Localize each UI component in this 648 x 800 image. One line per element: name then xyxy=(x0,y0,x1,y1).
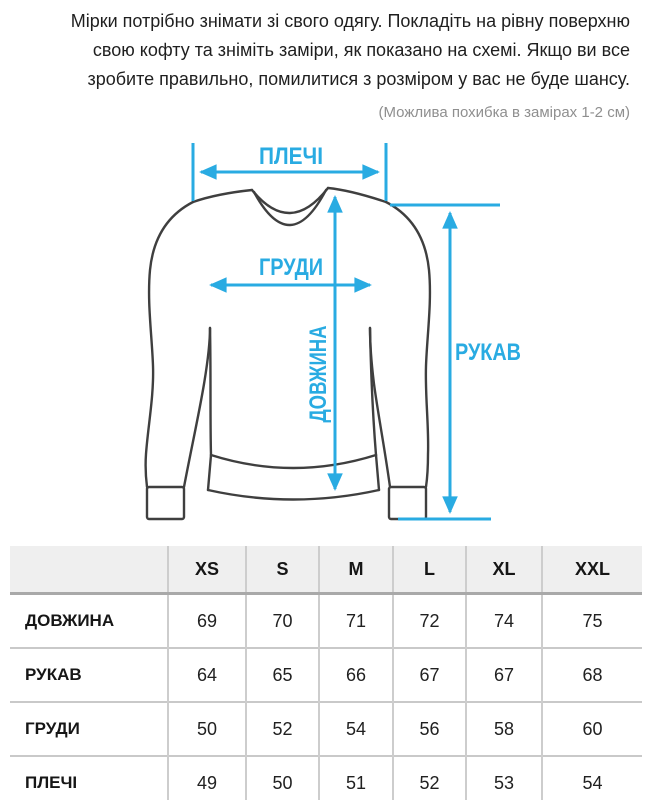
column-header-xl: XL xyxy=(465,546,542,595)
table-row: ПЛЕЧІ 49 50 51 52 53 54 xyxy=(10,756,642,800)
left-shoulder-seam xyxy=(191,188,254,204)
size-cell: 75 xyxy=(541,593,642,648)
size-cell: 54 xyxy=(541,756,642,800)
size-cell: 74 xyxy=(465,593,542,648)
size-cell: 67 xyxy=(465,648,542,702)
waistband-sides xyxy=(206,453,381,492)
size-cell: 50 xyxy=(167,702,246,756)
size-cell: 56 xyxy=(392,702,466,756)
shoulders-label: ПЛЕЧІ xyxy=(259,143,323,170)
size-cell: 49 xyxy=(167,756,246,800)
row-label: ГРУДИ xyxy=(25,719,80,738)
row-label: ПЛЕЧІ xyxy=(25,773,78,792)
intro-line-3: зробите правильно, помилитися з розміром… xyxy=(87,69,630,89)
right-cuff xyxy=(387,485,428,521)
size-cell: 51 xyxy=(318,756,393,800)
size-cell: 54 xyxy=(318,702,393,756)
left-body-side xyxy=(208,326,213,457)
measurement-arrows xyxy=(191,143,500,521)
column-header-l: L xyxy=(392,546,466,595)
size-cell: 52 xyxy=(392,756,466,800)
intro-text: Мірки потрібно знімати зі свого одягу. П… xyxy=(15,7,630,94)
measurement-labels: ПЛЕЧІ ГРУДИ ДОВЖИНА РУКАВ xyxy=(259,143,521,423)
size-cell: 50 xyxy=(245,756,319,800)
size-cell: 67 xyxy=(392,648,466,702)
size-cell: 72 xyxy=(392,593,466,648)
size-cell: 69 xyxy=(167,593,246,648)
length-label: ДОВЖИНА xyxy=(305,326,332,423)
column-header-xs: XS xyxy=(167,546,246,595)
collar-opening xyxy=(250,186,330,215)
right-body-side xyxy=(368,326,378,457)
size-cell: 58 xyxy=(465,702,542,756)
size-cell: 70 xyxy=(245,593,319,648)
size-cell: 65 xyxy=(245,648,319,702)
size-cell: 71 xyxy=(318,593,393,648)
corner-cell xyxy=(10,546,168,595)
size-cell: 52 xyxy=(245,702,319,756)
size-cell: 53 xyxy=(465,756,542,800)
column-header-xxl: XXL xyxy=(541,546,642,595)
row-label: РУКАВ xyxy=(25,665,82,684)
column-header-m: M xyxy=(318,546,393,595)
intro-line-2: свою кофту та зніміть заміри, як показан… xyxy=(92,40,630,60)
size-table-header: XS S M L XL XXL xyxy=(10,546,642,595)
sleeve-label: РУКАВ xyxy=(455,339,521,366)
size-cell: 68 xyxy=(541,648,642,702)
waistband-bottom xyxy=(206,488,381,501)
column-header-s: S xyxy=(245,546,319,595)
left-cuff xyxy=(145,485,186,521)
chest-label: ГРУДИ xyxy=(259,254,323,281)
right-sleeve-outer xyxy=(384,200,432,489)
measurement-diagram: ПЛЕЧІ ГРУДИ ДОВЖИНА РУКАВ xyxy=(144,143,521,521)
left-sleeve-outer xyxy=(144,200,195,489)
table-row: ГРУДИ 50 52 54 56 58 60 xyxy=(10,702,642,756)
size-cell: 64 xyxy=(167,648,246,702)
size-table: XS S M L XL XXL ДОВЖИНА 69 70 71 72 74 75 РУКАВ 64 65 6… xyxy=(10,546,642,800)
size-cell: 66 xyxy=(318,648,393,702)
sweatshirt-outline xyxy=(144,186,432,521)
right-shoulder-seam xyxy=(326,186,388,204)
table-row: ДОВЖИНА 69 70 71 72 74 75 xyxy=(10,593,642,648)
collar-ribbing xyxy=(252,188,328,227)
tolerance-note: (Можлива похибка в замірах 1-2 см) xyxy=(378,104,630,121)
header-row: XS S M L XL XXL xyxy=(10,546,642,595)
hem-seam xyxy=(209,453,378,470)
table-row: РУКАВ 64 65 66 67 67 68 xyxy=(10,648,642,702)
left-sleeve-inner xyxy=(182,326,212,489)
intro-line-1: Мірки потрібно знімати зі свого одягу. П… xyxy=(70,11,630,31)
row-label: ДОВЖИНА xyxy=(25,611,115,630)
size-table-body: ДОВЖИНА 69 70 71 72 74 75 РУКАВ 64 65 66 67 67 68 ГРУД… xyxy=(10,593,642,800)
size-cell: 60 xyxy=(541,702,642,756)
